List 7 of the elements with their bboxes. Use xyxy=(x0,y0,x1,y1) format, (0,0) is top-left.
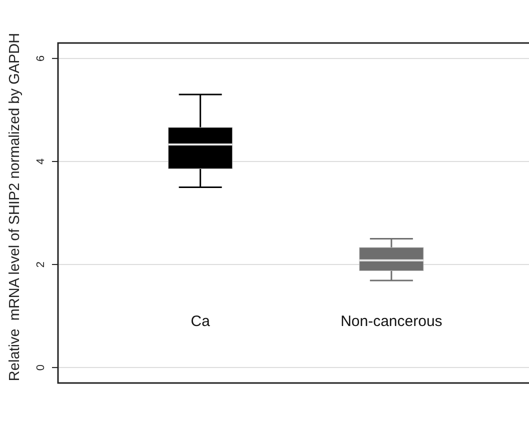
y-tick-label: 6 xyxy=(35,55,47,62)
y-tick-label: 2 xyxy=(35,261,47,268)
x-tick-label: Ca xyxy=(190,313,211,330)
y-tick-label: 4 xyxy=(35,158,47,165)
x-tick-label: Non-cancerous xyxy=(340,313,442,330)
y-axis-title: Relative mRNA level of SHIP2 normalized by GAPDH xyxy=(7,32,23,382)
y-tick-label: 0 xyxy=(35,364,47,371)
